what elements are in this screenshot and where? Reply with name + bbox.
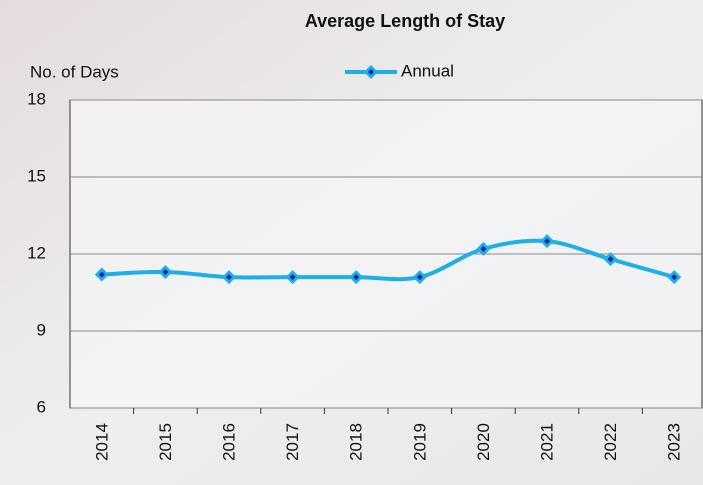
chart-title: Average Length of Stay bbox=[305, 11, 505, 31]
marker-center bbox=[480, 245, 487, 252]
marker-center bbox=[544, 238, 550, 245]
legend-label: Annual bbox=[401, 61, 454, 80]
y-axis-label: No. of Days bbox=[30, 62, 119, 81]
x-tick-label: 2016 bbox=[219, 423, 238, 461]
y-tick-label: 6 bbox=[37, 397, 46, 416]
marker-center bbox=[607, 256, 614, 263]
x-tick-label: 2023 bbox=[665, 423, 684, 461]
marker-center bbox=[98, 271, 105, 278]
y-tick-label: 9 bbox=[37, 320, 46, 339]
x-tick-label: 2021 bbox=[537, 423, 556, 461]
marker-center bbox=[353, 274, 360, 281]
x-tick-label: 2020 bbox=[474, 423, 493, 461]
marker-center bbox=[289, 274, 296, 281]
line bbox=[101, 238, 675, 282]
y-tick-label: 12 bbox=[27, 243, 46, 262]
marker-center bbox=[162, 268, 169, 275]
x-tick-label: 2015 bbox=[156, 423, 175, 461]
legend-marker-center bbox=[368, 69, 374, 75]
x-tick-label: 2017 bbox=[283, 423, 302, 461]
x-tick-label: 2022 bbox=[601, 423, 620, 461]
marker-center bbox=[416, 274, 423, 281]
x-tick-label: 2014 bbox=[92, 423, 111, 461]
marker-center bbox=[671, 274, 678, 281]
x-tick-label: 2019 bbox=[410, 423, 429, 461]
marker-center bbox=[226, 274, 232, 281]
y-tick-label: 18 bbox=[27, 89, 46, 108]
x-tick-label: 2018 bbox=[347, 423, 366, 461]
y-tick-label: 15 bbox=[27, 166, 46, 185]
